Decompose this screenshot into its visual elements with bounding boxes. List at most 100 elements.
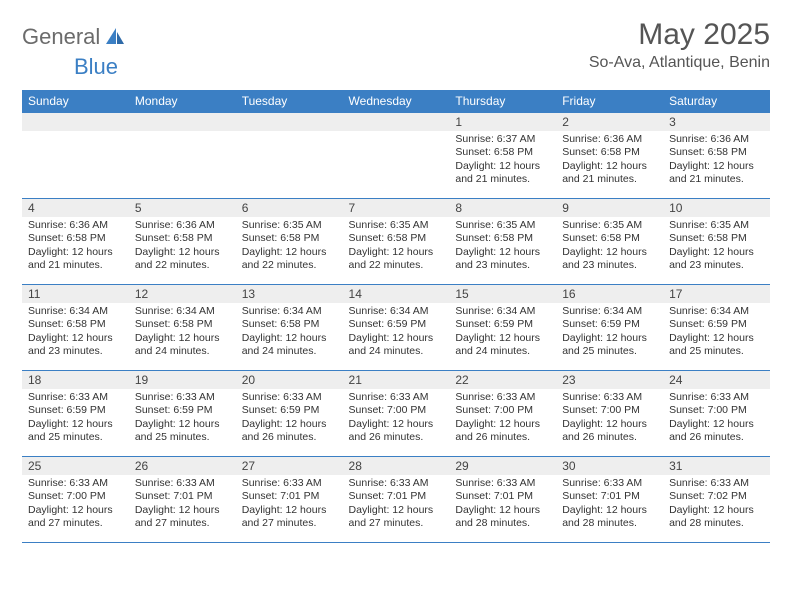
day-sr: Sunrise: 6:36 AM <box>669 133 764 146</box>
day-ss: Sunset: 7:01 PM <box>455 490 550 503</box>
dayname-fri: Friday <box>556 90 663 113</box>
dayname-mon: Monday <box>129 90 236 113</box>
day-sr: Sunrise: 6:33 AM <box>28 391 123 404</box>
day-number: 8 <box>449 199 556 217</box>
day-ss: Sunset: 7:00 PM <box>455 404 550 417</box>
day-dl2: and 27 minutes. <box>135 517 230 530</box>
day-dl2: and 26 minutes. <box>562 431 657 444</box>
day-dl1: Daylight: 12 hours <box>455 246 550 259</box>
day-number <box>236 113 343 131</box>
day-details: Sunrise: 6:36 AMSunset: 6:58 PMDaylight:… <box>556 131 663 191</box>
day-details: Sunrise: 6:34 AMSunset: 6:58 PMDaylight:… <box>22 303 129 363</box>
calendar-cell: 12Sunrise: 6:34 AMSunset: 6:58 PMDayligh… <box>129 285 236 371</box>
day-ss: Sunset: 6:58 PM <box>242 232 337 245</box>
day-dl2: and 23 minutes. <box>562 259 657 272</box>
day-details: Sunrise: 6:34 AMSunset: 6:59 PMDaylight:… <box>556 303 663 363</box>
day-number: 29 <box>449 457 556 475</box>
calendar-cell: 23Sunrise: 6:33 AMSunset: 7:00 PMDayligh… <box>556 371 663 457</box>
day-dl2: and 22 minutes. <box>242 259 337 272</box>
day-dl1: Daylight: 12 hours <box>669 504 764 517</box>
day-dl2: and 26 minutes. <box>242 431 337 444</box>
day-number: 10 <box>663 199 770 217</box>
day-sr: Sunrise: 6:33 AM <box>455 477 550 490</box>
calendar-cell: 13Sunrise: 6:34 AMSunset: 6:58 PMDayligh… <box>236 285 343 371</box>
calendar-week: 11Sunrise: 6:34 AMSunset: 6:58 PMDayligh… <box>22 285 770 371</box>
day-number: 11 <box>22 285 129 303</box>
day-number: 21 <box>343 371 450 389</box>
logo-sail-icon <box>104 26 126 49</box>
location-label: So-Ava, Atlantique, Benin <box>589 54 770 72</box>
day-dl1: Daylight: 12 hours <box>28 504 123 517</box>
calendar-cell <box>343 113 450 199</box>
day-dl1: Daylight: 12 hours <box>242 418 337 431</box>
day-sr: Sunrise: 6:33 AM <box>28 477 123 490</box>
day-dl2: and 25 minutes. <box>28 431 123 444</box>
day-details: Sunrise: 6:34 AMSunset: 6:59 PMDaylight:… <box>449 303 556 363</box>
day-dl2: and 24 minutes. <box>455 345 550 358</box>
calendar-cell: 9Sunrise: 6:35 AMSunset: 6:58 PMDaylight… <box>556 199 663 285</box>
day-dl2: and 28 minutes. <box>455 517 550 530</box>
day-dl2: and 24 minutes. <box>242 345 337 358</box>
day-sr: Sunrise: 6:33 AM <box>562 391 657 404</box>
month-title: May 2025 <box>589 18 770 52</box>
day-dl1: Daylight: 12 hours <box>242 504 337 517</box>
day-ss: Sunset: 6:59 PM <box>562 318 657 331</box>
day-dl1: Daylight: 12 hours <box>135 332 230 345</box>
day-details: Sunrise: 6:37 AMSunset: 6:58 PMDaylight:… <box>449 131 556 191</box>
day-dl1: Daylight: 12 hours <box>669 332 764 345</box>
day-ss: Sunset: 6:59 PM <box>669 318 764 331</box>
day-number: 27 <box>236 457 343 475</box>
calendar-cell: 18Sunrise: 6:33 AMSunset: 6:59 PMDayligh… <box>22 371 129 457</box>
day-ss: Sunset: 6:58 PM <box>242 318 337 331</box>
day-sr: Sunrise: 6:34 AM <box>242 305 337 318</box>
day-dl2: and 24 minutes. <box>349 345 444 358</box>
day-dl2: and 23 minutes. <box>28 345 123 358</box>
day-sr: Sunrise: 6:35 AM <box>349 219 444 232</box>
day-dl1: Daylight: 12 hours <box>135 418 230 431</box>
day-number: 14 <box>343 285 450 303</box>
day-sr: Sunrise: 6:35 AM <box>455 219 550 232</box>
day-ss: Sunset: 6:58 PM <box>135 318 230 331</box>
day-ss: Sunset: 7:02 PM <box>669 490 764 503</box>
day-sr: Sunrise: 6:36 AM <box>135 219 230 232</box>
day-ss: Sunset: 7:01 PM <box>562 490 657 503</box>
day-number: 4 <box>22 199 129 217</box>
day-sr: Sunrise: 6:33 AM <box>135 391 230 404</box>
day-details: Sunrise: 6:36 AMSunset: 6:58 PMDaylight:… <box>129 217 236 277</box>
day-number: 6 <box>236 199 343 217</box>
day-details: Sunrise: 6:33 AMSunset: 7:00 PMDaylight:… <box>22 475 129 535</box>
calendar-cell: 10Sunrise: 6:35 AMSunset: 6:58 PMDayligh… <box>663 199 770 285</box>
day-sr: Sunrise: 6:33 AM <box>455 391 550 404</box>
day-details: Sunrise: 6:33 AMSunset: 7:01 PMDaylight:… <box>236 475 343 535</box>
day-sr: Sunrise: 6:36 AM <box>28 219 123 232</box>
calendar-cell: 20Sunrise: 6:33 AMSunset: 6:59 PMDayligh… <box>236 371 343 457</box>
day-dl1: Daylight: 12 hours <box>455 504 550 517</box>
dayname-row: Sunday Monday Tuesday Wednesday Thursday… <box>22 90 770 113</box>
day-dl1: Daylight: 12 hours <box>349 418 444 431</box>
day-details: Sunrise: 6:35 AMSunset: 6:58 PMDaylight:… <box>663 217 770 277</box>
day-ss: Sunset: 6:58 PM <box>28 232 123 245</box>
calendar-cell: 29 Sunrise: 6:33 AMSunset: 7:01 PMDayligh… <box>449 457 556 543</box>
day-ss: Sunset: 6:59 PM <box>28 404 123 417</box>
day-number: 24 <box>663 371 770 389</box>
day-dl2: and 21 minutes. <box>562 173 657 186</box>
day-dl1: Daylight: 12 hours <box>455 418 550 431</box>
day-dl1: Daylight: 12 hours <box>349 504 444 517</box>
day-ss: Sunset: 6:58 PM <box>669 146 764 159</box>
day-ss: Sunset: 7:01 PM <box>135 490 230 503</box>
day-details: Sunrise: 6:34 AMSunset: 6:58 PMDaylight:… <box>129 303 236 363</box>
day-dl1: Daylight: 12 hours <box>669 160 764 173</box>
calendar-cell: 16Sunrise: 6:34 AMSunset: 6:59 PMDayligh… <box>556 285 663 371</box>
day-sr: Sunrise: 6:34 AM <box>455 305 550 318</box>
day-dl2: and 28 minutes. <box>669 517 764 530</box>
logo-text-general: General <box>22 24 100 50</box>
day-ss: Sunset: 6:58 PM <box>562 232 657 245</box>
day-ss: Sunset: 7:00 PM <box>349 404 444 417</box>
day-ss: Sunset: 6:58 PM <box>562 146 657 159</box>
day-ss: Sunset: 6:58 PM <box>455 146 550 159</box>
calendar-cell: 26Sunrise: 6:33 AMSunset: 7:01 PMDayligh… <box>129 457 236 543</box>
day-dl1: Daylight: 12 hours <box>28 418 123 431</box>
day-number: 26 <box>129 457 236 475</box>
calendar-cell: 31Sunrise: 6:33 AMSunset: 7:02 PMDayligh… <box>663 457 770 543</box>
calendar-cell: 14Sunrise: 6:34 AMSunset: 6:59 PMDayligh… <box>343 285 450 371</box>
